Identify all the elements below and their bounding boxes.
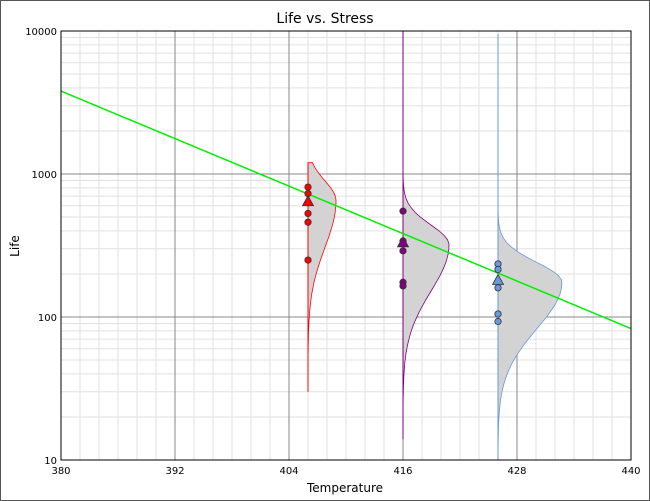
y-axis-label: Life (8, 235, 22, 257)
failure-point-406 (304, 209, 312, 218)
fit-line (60, 90, 632, 330)
failure-point-406 (304, 183, 312, 191)
mean-life-marker-426 (491, 273, 505, 285)
failure-point-426 (494, 317, 502, 326)
failure-point-426 (494, 265, 502, 274)
x-tick-label: 380 (51, 466, 70, 477)
y-tick-label: 100 (38, 313, 57, 324)
x-tick-label: 416 (393, 466, 412, 477)
failure-point-406 (304, 218, 312, 226)
plot-border (60, 30, 632, 461)
x-tick-label: 392 (165, 466, 184, 477)
failure-point-416 (399, 207, 407, 215)
x-tick-label: 428 (507, 466, 526, 477)
y-tick-label: 1000 (32, 170, 57, 181)
failure-point-426 (494, 284, 502, 292)
y-tick-label: 10000 (25, 27, 57, 38)
x-tick-label: 404 (279, 466, 298, 477)
failure-point-416 (399, 282, 407, 290)
failure-point-416 (399, 247, 407, 255)
mean-life-marker-406 (301, 194, 315, 207)
mean-life-marker-416 (396, 236, 410, 248)
y-tick-label: 10 (44, 456, 57, 467)
failure-point-406 (304, 256, 312, 264)
x-tick-label: 440 (621, 466, 640, 477)
x-axis-label: Temperature (306, 481, 383, 495)
failure-point-426 (494, 310, 502, 318)
chart-title: Life vs. Stress (276, 11, 373, 27)
